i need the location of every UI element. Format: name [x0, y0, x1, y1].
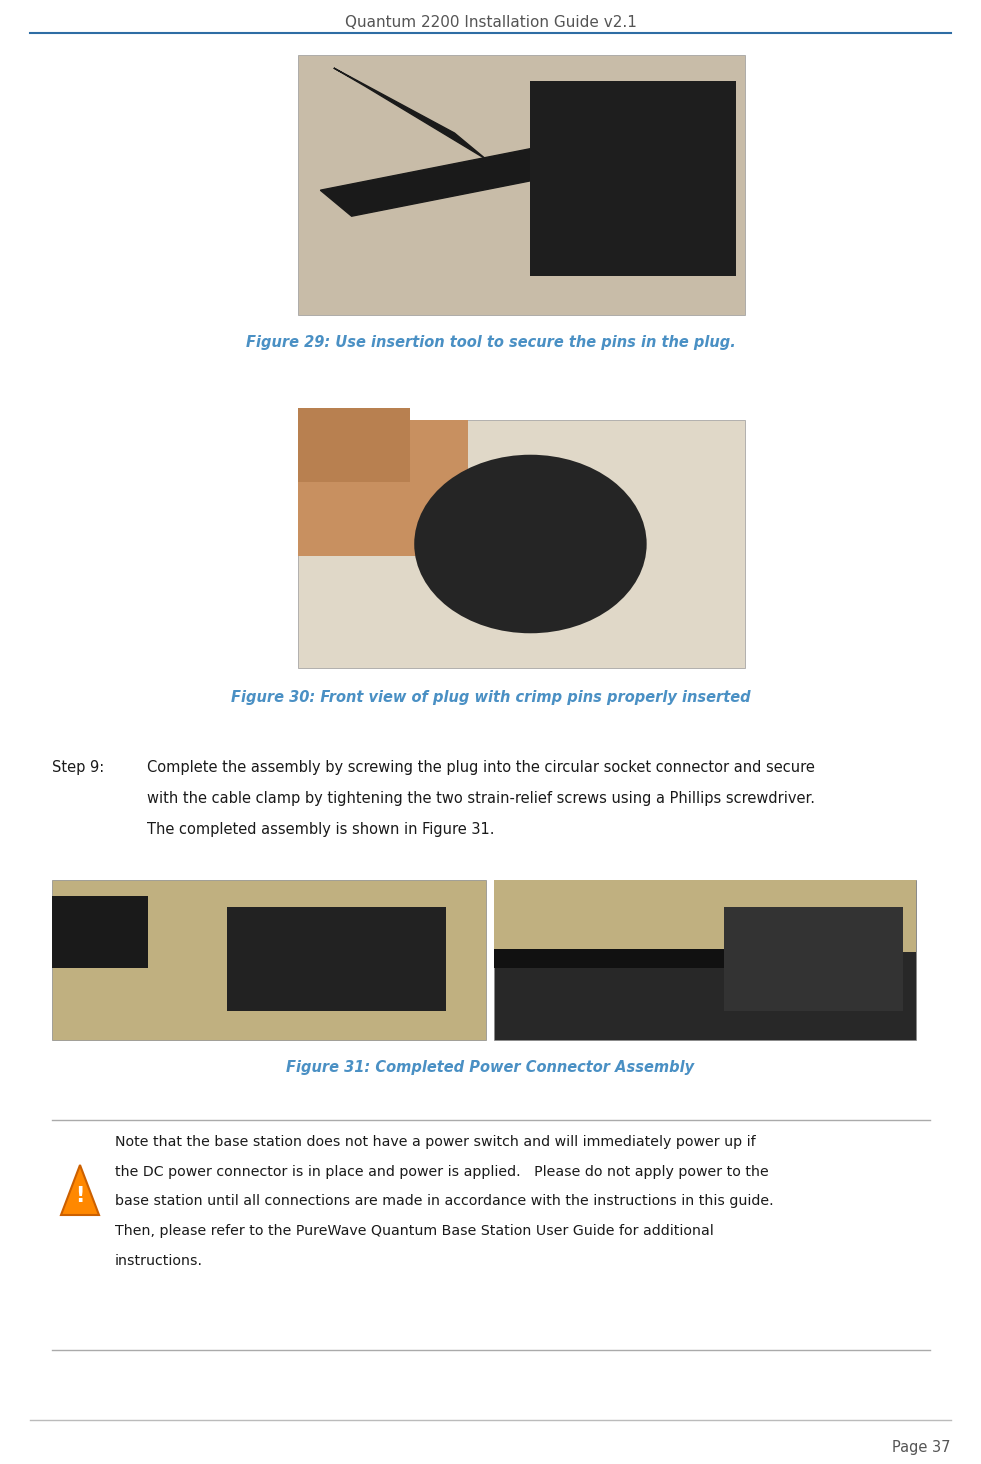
Text: !: !	[76, 1186, 84, 1206]
Bar	[494, 880, 916, 1039]
Text: with the cable clamp by tightening the two strain-relief screws using a Phillips: with the cable clamp by tightening the t…	[147, 791, 815, 805]
Text: Step 9:: Step 9:	[52, 760, 104, 774]
Text: The completed assembly is shown in Figure 31.: The completed assembly is shown in Figur…	[147, 821, 494, 836]
Text: Then, please refer to the PureWave Quantum Base Station User Guide for additiona: Then, please refer to the PureWave Quant…	[115, 1224, 714, 1239]
Bar	[494, 949, 728, 968]
Text: Note that the base station does not have a power switch and will immediately pow: Note that the base station does not have…	[115, 1135, 755, 1149]
Bar	[52, 880, 486, 1039]
Bar	[724, 908, 904, 1012]
Polygon shape	[61, 1165, 99, 1215]
Text: Figure 29: Use insertion tool to secure the pins in the plug.: Figure 29: Use insertion tool to secure …	[245, 335, 736, 350]
Bar	[298, 420, 745, 668]
Bar	[531, 81, 736, 277]
Text: Figure 30: Front view of plug with crimp pins properly inserted: Figure 30: Front view of plug with crimp…	[231, 690, 750, 706]
Bar	[228, 908, 446, 1012]
Text: instructions.: instructions.	[115, 1253, 203, 1268]
Ellipse shape	[414, 455, 646, 634]
Polygon shape	[334, 67, 486, 160]
Text: Complete the assembly by screwing the plug into the circular socket connector an: Complete the assembly by screwing the pl…	[147, 760, 815, 774]
Text: base station until all connections are made in accordance with the instructions : base station until all connections are m…	[115, 1195, 774, 1208]
Bar	[298, 407, 410, 482]
Bar	[298, 56, 745, 315]
Text: Page 37: Page 37	[893, 1441, 951, 1455]
Bar	[298, 420, 468, 556]
Text: Figure 31: Completed Power Connector Assembly: Figure 31: Completed Power Connector Ass…	[286, 1060, 695, 1075]
Bar	[494, 880, 916, 952]
Polygon shape	[321, 146, 575, 217]
Bar	[52, 896, 148, 968]
Text: the DC power connector is in place and power is applied.   Please do not apply p: the DC power connector is in place and p…	[115, 1165, 769, 1179]
Text: Quantum 2200 Installation Guide v2.1: Quantum 2200 Installation Guide v2.1	[344, 15, 637, 29]
